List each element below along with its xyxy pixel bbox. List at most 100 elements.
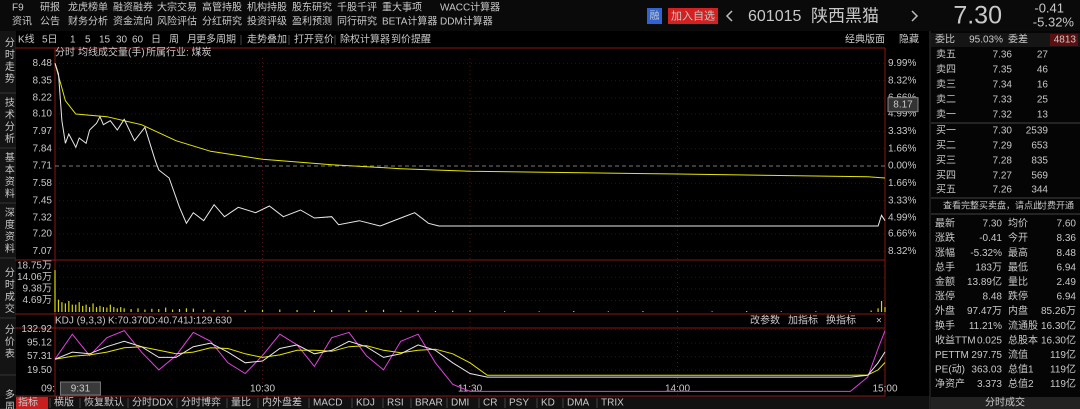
stat-label: 跌停 — [1008, 290, 1028, 303]
kdj-button[interactable]: 换指标 — [826, 314, 856, 327]
menu-item[interactable]: 投资评级 — [247, 15, 287, 28]
toolbar-item[interactable]: 打开竞价 — [294, 33, 334, 46]
stat-label: 外盘 — [935, 304, 955, 317]
toolbar-item[interactable]: K线 — [18, 33, 35, 46]
toolbar-item[interactable]: 5 — [85, 35, 91, 46]
bottom-tab[interactable]: 内外盘差 — [262, 396, 302, 409]
pct-tick-label: 8.32% — [888, 246, 916, 257]
bottom-tab[interactable]: TRIX — [601, 398, 624, 409]
menu-item[interactable]: 同行研究 — [337, 15, 377, 28]
book-volume: 25 — [1037, 95, 1049, 106]
y-tick-label: 7.32 — [33, 213, 53, 224]
bottom-tab[interactable]: 分时博弈 — [181, 396, 221, 409]
pct-tick-label: 1.66% — [888, 178, 916, 189]
stat-value: 297.75 — [971, 350, 1002, 361]
kdj-button[interactable]: 改参数 — [750, 314, 780, 327]
side-tab[interactable]: 分价表 — [2, 324, 14, 360]
menu-item[interactable]: 重大事项 — [382, 1, 422, 14]
menu-item[interactable]: DDM计算器 — [440, 15, 493, 28]
menu-item[interactable]: 融资融券 — [113, 1, 153, 14]
toolbar-item[interactable]: 走势叠加 — [247, 33, 287, 46]
kdj-j-line — [54, 329, 886, 392]
bottom-tab[interactable]: CR — [483, 398, 497, 409]
toolbar-item[interactable]: 更多周期 — [196, 33, 236, 46]
kdj-k-line — [54, 340, 886, 378]
toolbar-item[interactable]: 1 — [70, 35, 76, 46]
y-tick-label: 7.84 — [33, 143, 53, 154]
toolbar-item[interactable]: 除权计算器 — [340, 33, 390, 46]
kdj-title: KDJ (9,3,3) — [55, 316, 106, 327]
bottom-tab[interactable]: 恢复默认 — [84, 396, 124, 409]
y-tick-label: 7.71 — [33, 161, 53, 172]
kdj-button[interactable]: × — [876, 316, 882, 327]
book-price: 7.34 — [993, 80, 1013, 91]
menu-item[interactable]: WACC计算器 — [440, 1, 500, 14]
menu-item[interactable]: 千股千评 — [337, 2, 377, 14]
ratio-value-bg — [1050, 34, 1078, 46]
toolbar-item[interactable]: 经典版面 — [845, 33, 885, 46]
toolbar-item[interactable]: 到价提醒 — [391, 34, 431, 46]
toolbar-item[interactable]: 60 — [132, 35, 144, 46]
toolbar-item[interactable]: 日 — [151, 35, 161, 46]
menu-item[interactable]: BETA计算器 — [382, 15, 437, 28]
toolbar-item[interactable]: 周 — [169, 34, 179, 46]
menu-item[interactable]: 财务分析 — [68, 15, 108, 28]
menu-item[interactable]: 公告 — [40, 15, 60, 28]
bottom-tab[interactable]: KDJ — [356, 398, 375, 409]
bottom-tab[interactable]: 分时DDX — [132, 397, 173, 409]
side-tab[interactable]: 分时成交 — [2, 267, 14, 315]
toolbar-item[interactable]: 5日 — [42, 35, 58, 46]
bottom-tab[interactable]: KD — [541, 398, 555, 409]
book-price: 7.29 — [993, 141, 1013, 152]
menu-item[interactable]: 机构持股 — [247, 1, 287, 14]
stat-value: 13.89亿 — [967, 275, 1002, 288]
side-tab[interactable]: 技术分析 — [2, 96, 14, 145]
menu-item[interactable]: 高管持股 — [202, 1, 242, 14]
book-volume: 16 — [1037, 80, 1049, 91]
legend-item: 分时 — [55, 47, 75, 59]
toolbar-item[interactable]: 15 — [99, 35, 111, 46]
book-label: 卖四 — [936, 64, 956, 76]
side-tab[interactable]: 分时走势 — [2, 37, 14, 85]
menu-item[interactable]: 龙虎榜单 — [68, 1, 108, 14]
bottom-tab[interactable]: BRAR — [415, 398, 443, 409]
side-tab[interactable]: 基本资料 — [2, 151, 14, 200]
menu-item[interactable]: 分红研究 — [202, 15, 242, 28]
toolbar-item[interactable]: 30 — [116, 35, 128, 46]
bottom-tab[interactable]: MACD — [313, 398, 342, 409]
book-volume: 344 — [1031, 185, 1048, 196]
bottom-tab[interactable]: 指标 — [18, 396, 38, 409]
bottom-tab[interactable]: DMI — [451, 398, 469, 409]
menu-item[interactable]: 研报 — [40, 1, 60, 14]
kdj-button[interactable]: 加指标 — [788, 314, 818, 327]
bottom-tab[interactable]: 横版 — [54, 396, 74, 409]
toolbar-item[interactable]: 月 — [187, 34, 197, 46]
notice-link[interactable]: 付费开通 — [1038, 199, 1074, 210]
add-button[interactable]: 加入自选 — [671, 9, 715, 22]
stat-label: 换手 — [935, 319, 955, 332]
book-volume: 2539 — [1026, 126, 1049, 137]
menu-item[interactable]: 资金流向 — [113, 15, 153, 28]
book-volume: 13 — [1037, 110, 1049, 121]
book-label: 卖三 — [936, 79, 956, 91]
next-arrow[interactable] — [911, 10, 919, 22]
bottom-tab[interactable]: RSI — [387, 398, 404, 409]
side-tab[interactable]: 深度资料 — [2, 207, 14, 255]
footer-tab[interactable]: 分时成交 — [985, 396, 1025, 409]
bottom-tab[interactable]: 量比 — [231, 397, 251, 409]
average-line — [54, 63, 886, 179]
menu-item[interactable]: 风险评估 — [157, 15, 197, 28]
side-tab[interactable]: 多周期 — [2, 388, 14, 409]
add-button-bg[interactable] — [668, 8, 718, 24]
menu-item[interactable]: 资讯 — [12, 16, 32, 28]
last-price: 7.30 — [953, 2, 1002, 30]
bottom-tab[interactable]: PSY — [509, 398, 529, 409]
menu-item[interactable]: F9 — [12, 3, 24, 14]
quote-panel-bg — [930, 31, 1080, 409]
prev-arrow[interactable] — [725, 10, 733, 22]
menu-item[interactable]: 盈利预测 — [292, 15, 332, 28]
menu-item[interactable]: 大宗交易 — [157, 1, 197, 14]
toolbar-item[interactable]: 隐藏 — [899, 34, 919, 46]
bottom-tab[interactable]: DMA — [567, 398, 590, 409]
menu-item[interactable]: 股东研究 — [292, 1, 332, 14]
